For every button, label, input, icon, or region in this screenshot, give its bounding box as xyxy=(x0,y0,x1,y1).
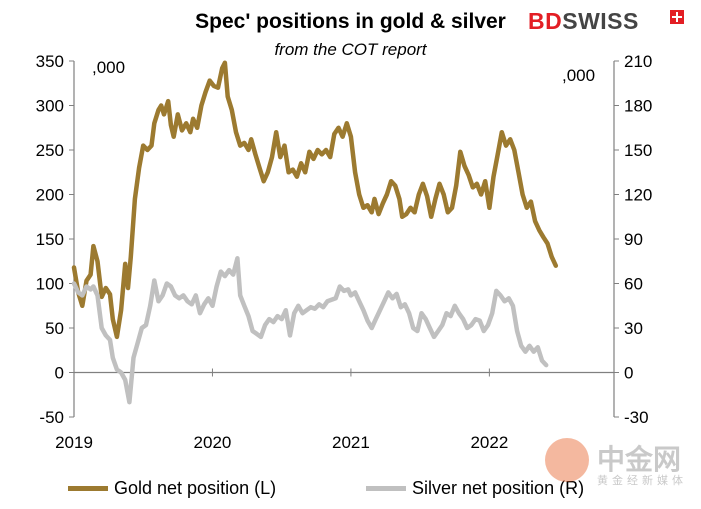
right-axis-tick-label: -30 xyxy=(624,408,649,427)
left-axis-tick-label: 50 xyxy=(45,319,64,338)
legend-swatch-gold xyxy=(68,486,108,491)
legend-label-silver: Silver net position (R) xyxy=(412,478,585,498)
watermark-logo-icon xyxy=(545,438,589,482)
left-axis-unit: ,000 xyxy=(92,58,126,77)
legend-swatch-silver xyxy=(366,486,406,491)
gold-net-position-line xyxy=(71,60,559,340)
left-axis-tick-label: 100 xyxy=(36,275,64,294)
x-axis-tick-label: 2021 xyxy=(332,433,370,452)
left-axis-tick-label: 300 xyxy=(36,97,64,116)
right-axis-tick-label: 60 xyxy=(624,275,643,294)
legend-label-gold: Gold net position (L) xyxy=(114,478,277,498)
right-axis-tick-label: 120 xyxy=(624,186,652,205)
right-axis-tick-label: 180 xyxy=(624,97,652,116)
left-axis-tick-label: 250 xyxy=(36,141,64,160)
left-axis-tick-label: 150 xyxy=(36,230,64,249)
right-axis-tick-label: 210 xyxy=(624,52,652,71)
right-axis-tick-label: 150 xyxy=(624,141,652,160)
left-axis-tick-label: 200 xyxy=(36,186,64,205)
swiss-cross-icon xyxy=(670,10,684,24)
right-axis-tick-label: 30 xyxy=(624,319,643,338)
bdswiss-logo: BDSWISS xyxy=(528,8,639,34)
right-axis-tick-label: 0 xyxy=(624,364,633,383)
right-axis-unit: ,000 xyxy=(562,66,596,85)
chart-title: Spec' positions in gold & silver xyxy=(195,10,506,33)
watermark-main: 中金网 xyxy=(597,443,682,476)
x-axis-tick-label: 2020 xyxy=(194,433,232,452)
legend-item-gold: Gold net position (L) xyxy=(68,478,276,499)
right-axis-tick-label: 90 xyxy=(624,230,643,249)
watermark-sub: 黄金经新媒体 xyxy=(597,474,687,487)
x-axis-tick-label: 2022 xyxy=(470,433,508,452)
silver-net-position-line xyxy=(71,256,549,405)
left-axis-tick-label: -50 xyxy=(39,408,64,427)
left-axis-tick-label: 350 xyxy=(36,52,64,71)
legend-item-silver: Silver net position (R) xyxy=(366,478,584,499)
x-axis-tick-label: 2019 xyxy=(55,433,93,452)
chart-subtitle: from the COT report xyxy=(274,40,427,59)
left-axis-tick-label: 0 xyxy=(55,364,64,383)
